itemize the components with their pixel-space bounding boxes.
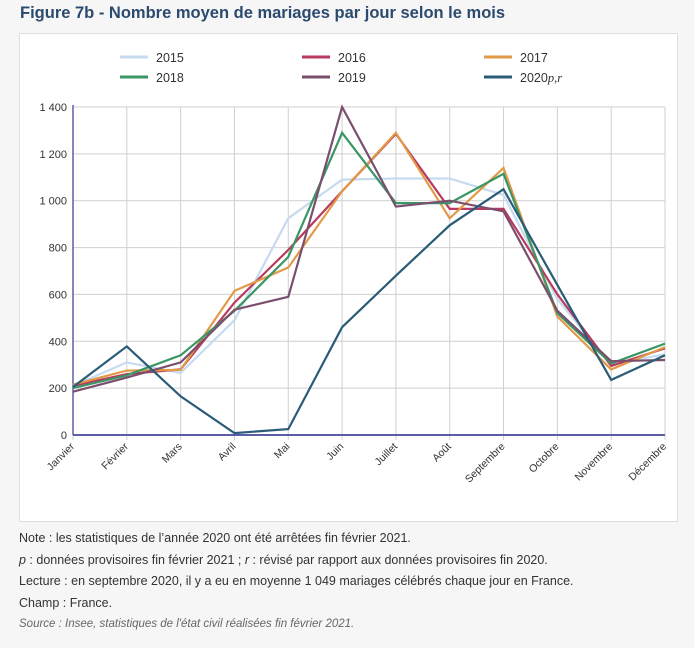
- series-line-2020pr: [72, 187, 666, 435]
- x-tick-label: Janvier: [45, 440, 78, 473]
- y-tick-label: 0: [61, 430, 67, 442]
- series-line-2017: [72, 130, 666, 386]
- p-label: p: [19, 552, 26, 567]
- chart-panel: [19, 33, 678, 522]
- series-line-2015: [72, 177, 666, 387]
- x-tick-label: Mai: [272, 441, 292, 461]
- note-text: Note : les statistiques de l’année 2020 …: [19, 531, 411, 545]
- legend-label: 2016: [338, 51, 366, 65]
- y-tick-label: 1 000: [39, 196, 67, 208]
- source-text: Source : Insee, statistiques de l'état c…: [19, 618, 355, 630]
- legend-label: 2015: [156, 51, 184, 65]
- x-tick-label: Avril: [216, 441, 239, 464]
- figure-title: Figure 7b - Nombre moyen de mariages par…: [20, 4, 506, 22]
- x-tick-label: Septembre: [463, 441, 508, 486]
- x-tick-label: Juin: [324, 441, 346, 463]
- x-tick-label: Octobre: [527, 441, 562, 476]
- line-chart: 0 200 400 600 800 1 000 1 200 1 400 Janvier Févri…: [39, 51, 669, 486]
- y-tick-label: 400: [49, 336, 67, 348]
- legend-label: 2020p,r: [520, 71, 562, 85]
- x-tick-label: Novembre: [573, 441, 616, 484]
- p-text: : données provisoires fin février 2021 ;: [25, 552, 245, 567]
- legend-label: 2017: [520, 51, 548, 65]
- y-tick-label: 800: [49, 243, 67, 255]
- y-tick-label: 200: [49, 383, 67, 395]
- series-line-2018: [72, 130, 666, 390]
- lecture-text: Lecture : en septembre 2020, il y a eu e…: [19, 574, 574, 588]
- legend-label: 2018: [156, 71, 184, 85]
- r-label: r: [244, 552, 249, 567]
- chart-notes: Note : les statistiques de l’année 2020 …: [19, 528, 574, 636]
- y-tick-label: 1 200: [39, 149, 67, 161]
- y-tick-label: 1 400: [39, 102, 67, 114]
- x-tick-label: Août: [430, 441, 454, 465]
- x-tick-label: Juillet: [373, 441, 401, 469]
- provisional-legend: p : données provisoires fin février 2021…: [19, 550, 574, 572]
- r-text: : révisé par rapport aux données proviso…: [249, 552, 548, 567]
- x-tick-label: Décembre: [626, 441, 669, 484]
- y-tick-label: 600: [49, 289, 67, 301]
- x-tick-label: Février: [99, 440, 131, 472]
- legend-label: 2019: [338, 71, 366, 85]
- series-line-2016: [72, 132, 666, 387]
- champ-text: Champ : France.: [19, 595, 113, 610]
- x-tick-label: Mars: [160, 441, 185, 466]
- series-line-2019: [72, 104, 666, 393]
